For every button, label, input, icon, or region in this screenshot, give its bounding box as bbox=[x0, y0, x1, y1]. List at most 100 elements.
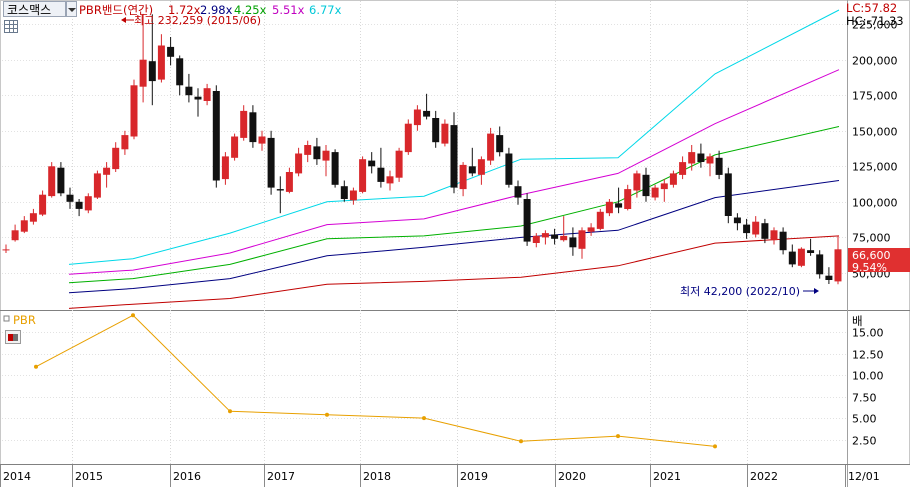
market-selector-button[interactable]: 코스맥스 bbox=[3, 1, 66, 17]
candle bbox=[825, 267, 833, 284]
candle bbox=[203, 83, 211, 106]
market-selector-label: 코스맥스 bbox=[7, 3, 52, 17]
candle bbox=[743, 218, 751, 239]
pbr-band-5.51x bbox=[68, 69, 840, 275]
pbr-tick-label: 2.50 bbox=[852, 435, 877, 448]
current-price-tag: 66,600 9.54% bbox=[848, 248, 910, 274]
candle bbox=[130, 79, 138, 140]
candle bbox=[148, 14, 156, 106]
candle bbox=[295, 147, 303, 177]
candle bbox=[267, 130, 275, 195]
candle bbox=[724, 167, 732, 224]
price-y-axis: 50,00075,000100,000125,000150,000175,000… bbox=[852, 19, 898, 281]
candle bbox=[624, 184, 632, 211]
current-change: 9.54% bbox=[852, 261, 887, 274]
pbr-y-axis: 2.50 5.00 7.50 10.00 12.50 15.00 bbox=[852, 327, 884, 448]
candle bbox=[20, 216, 28, 234]
high-arrow-icon bbox=[121, 17, 126, 23]
candle bbox=[807, 238, 815, 256]
candle bbox=[523, 193, 531, 246]
candle bbox=[551, 228, 559, 245]
candle bbox=[514, 180, 522, 205]
candle bbox=[57, 162, 65, 197]
candle bbox=[450, 112, 458, 194]
pbr-point bbox=[34, 364, 38, 369]
candle bbox=[697, 143, 705, 168]
pbr-band-2.98x bbox=[68, 180, 840, 294]
chevron-down-icon bbox=[68, 8, 76, 12]
candle bbox=[761, 218, 769, 244]
candle bbox=[752, 216, 760, 238]
candle bbox=[29, 208, 37, 225]
candle bbox=[11, 224, 19, 242]
candle bbox=[249, 105, 257, 148]
x-tick-label: 2016 bbox=[173, 470, 201, 483]
pbr-point bbox=[616, 434, 620, 439]
price-tick-label: 150,000 bbox=[852, 126, 898, 139]
candle bbox=[441, 119, 449, 147]
candle bbox=[797, 247, 805, 268]
market-dropdown-button[interactable] bbox=[66, 1, 77, 17]
lc-label: LC:57.82 bbox=[846, 1, 897, 15]
high-annotation-text: 최고 232,259 (2015/06) bbox=[134, 14, 261, 27]
candle bbox=[642, 167, 650, 202]
candle bbox=[404, 119, 412, 155]
candle bbox=[816, 250, 824, 279]
pbr-panel-header: PBR 배 bbox=[3, 313, 863, 344]
price-tick-label: 75,000 bbox=[852, 232, 891, 245]
pbr-tick-label: 10.00 bbox=[852, 370, 884, 383]
candle bbox=[240, 105, 248, 141]
candle bbox=[84, 193, 92, 214]
candle bbox=[285, 167, 293, 194]
candle bbox=[349, 187, 357, 205]
pbr-point bbox=[713, 444, 717, 449]
candle bbox=[578, 227, 586, 259]
band-legend-3: 4.25x bbox=[234, 3, 267, 17]
current-price-tag-bg bbox=[848, 248, 910, 272]
x-tick-label: 2017 bbox=[267, 470, 295, 483]
candle bbox=[340, 180, 348, 202]
pbr-tick-label: 7.50 bbox=[852, 392, 877, 405]
candle bbox=[423, 93, 431, 120]
candle bbox=[770, 227, 778, 245]
candle bbox=[487, 127, 495, 165]
band-legend-5: 6.77x bbox=[309, 3, 342, 17]
grid-icon[interactable] bbox=[4, 20, 18, 33]
candle bbox=[651, 184, 659, 201]
candle bbox=[459, 162, 467, 197]
candle bbox=[66, 187, 74, 209]
candle bbox=[505, 147, 513, 188]
candle bbox=[368, 152, 376, 174]
low-annotation-text: 최저 42,200 (2022/10) bbox=[680, 285, 800, 298]
candle bbox=[596, 208, 604, 231]
candle bbox=[605, 199, 613, 217]
price-tick-label: 175,000 bbox=[852, 90, 898, 103]
pbr-band-1.72x bbox=[68, 235, 840, 309]
grid-lines bbox=[2, 1, 846, 464]
pbr-unit-label: 배 bbox=[852, 314, 863, 328]
candle bbox=[304, 140, 312, 163]
candle bbox=[615, 187, 623, 214]
candle bbox=[103, 162, 111, 188]
low-annotation: 최저 42,200 (2022/10) bbox=[680, 285, 819, 298]
candle bbox=[432, 110, 440, 148]
candle bbox=[395, 147, 403, 182]
candle bbox=[231, 133, 239, 161]
candle bbox=[560, 216, 568, 242]
date-x-axis: 2014 2015 2016 2017 2018 2019 2020 2021 2022 12/0… bbox=[0, 465, 880, 487]
pbr-panel-toggle-icon[interactable] bbox=[3, 315, 10, 322]
pbr-series-color-icon[interactable] bbox=[5, 330, 21, 344]
pbr-point bbox=[131, 313, 135, 318]
current-price: 66,600 bbox=[852, 249, 891, 262]
candle bbox=[276, 176, 284, 214]
candle bbox=[688, 145, 696, 171]
candle bbox=[788, 244, 796, 268]
candle bbox=[313, 137, 321, 165]
candle bbox=[93, 170, 101, 199]
x-tick-label: 2021 bbox=[653, 470, 681, 483]
candle bbox=[331, 149, 339, 188]
x-tick-label: 12/01 bbox=[848, 470, 880, 483]
candle bbox=[221, 152, 229, 185]
hc-label: HC:-71.33 bbox=[846, 14, 904, 28]
